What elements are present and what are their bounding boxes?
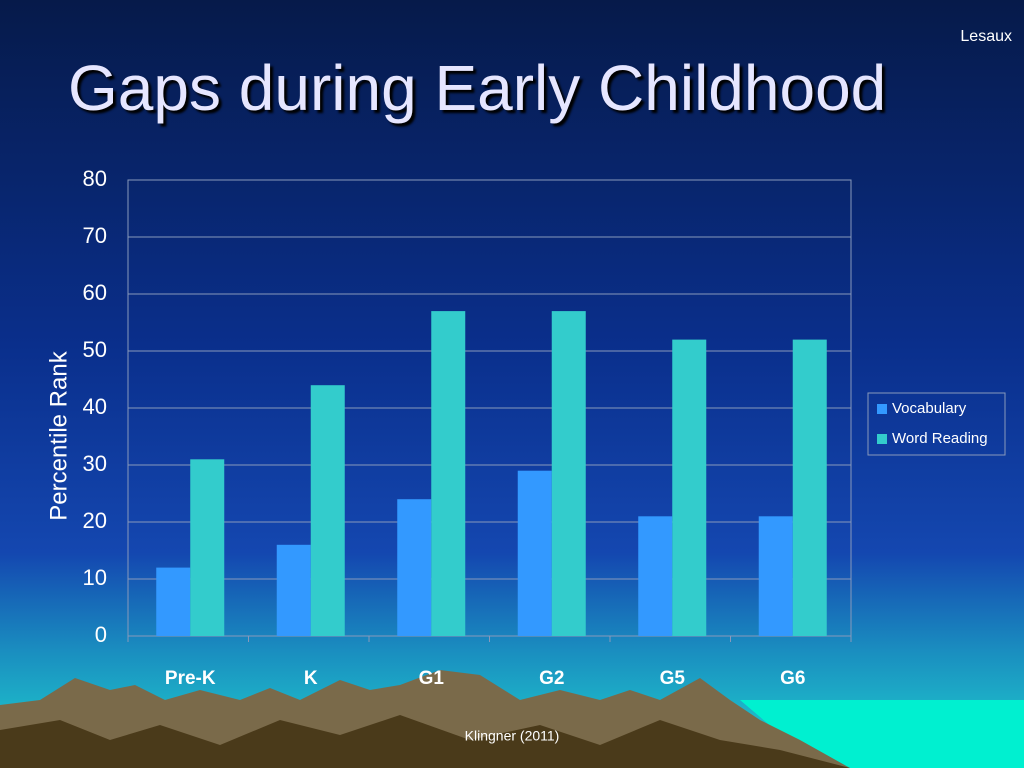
bar [638,516,673,636]
x-tick-label: G5 [660,668,686,689]
mountain-shadow [0,715,850,768]
bar [276,544,311,636]
source: Klingner (2011) [465,728,560,744]
y-tick-label: 0 [95,622,107,647]
y-tick-label: 20 [83,508,107,533]
bar [758,516,793,636]
bar [190,459,225,636]
bar [310,385,345,636]
x-tick-label: G2 [539,668,564,689]
y-tick-label: 70 [83,223,107,248]
x-tick-label: K [304,668,318,689]
x-tick-label: G1 [419,668,445,689]
y-tick-label: 60 [83,280,107,305]
bar [551,311,586,636]
bar [397,499,432,636]
bar [792,339,827,636]
bar [672,339,707,636]
legend-swatch [877,404,887,414]
x-tick-label: G6 [780,668,805,689]
y-tick-label: 80 [83,166,107,191]
chart-title: Gaps during Early Childhood [68,52,886,124]
bar [156,567,191,636]
legend-label: Word Reading [892,430,988,447]
legend-swatch [877,434,887,444]
y-tick-label: 30 [83,451,107,476]
y-tick-label: 50 [83,337,107,362]
legend-label: Vocabulary [892,400,967,417]
x-tick-label: Pre-K [165,668,216,689]
author-note: Lesaux [960,28,1012,45]
bar [517,470,552,636]
y-tick-label: 40 [83,394,107,419]
bar [431,311,466,636]
y-axis-label: Percentile Rank [45,350,72,520]
y-tick-label: 10 [83,565,107,590]
legend-box [867,392,1006,456]
